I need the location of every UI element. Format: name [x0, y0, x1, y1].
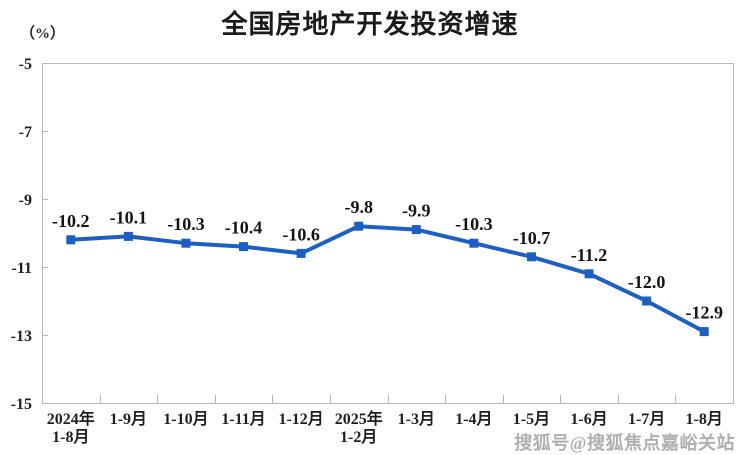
x-tick-label: 1-2月 [340, 428, 377, 446]
x-tick-label: 1-8月 [52, 428, 89, 446]
data-point-marker [181, 238, 191, 248]
data-point-marker [699, 327, 709, 337]
data-point-label: -9.9 [402, 201, 431, 221]
data-point-marker [411, 225, 421, 235]
y-tick-label: -13 [11, 328, 32, 345]
data-point-label: -12.9 [685, 303, 723, 323]
plot-border [41, 62, 735, 405]
chart-title: 全国房地产开发投资增速 [221, 9, 519, 39]
trend-line [68, 224, 707, 334]
x-tick-label: 1-7月 [628, 410, 665, 428]
y-tick-label: -5 [19, 56, 32, 73]
data-point-label: -10.2 [52, 211, 90, 231]
x-tick-label: 1-5月 [513, 410, 550, 428]
x-tick-label: 1-6月 [570, 410, 607, 428]
x-tick-label: 2025年 [335, 409, 383, 428]
x-tick-label: 1-9月 [110, 410, 147, 428]
watermark: 搜狐号@搜狐焦点嘉峪关站 [514, 433, 735, 453]
data-point-marker [642, 296, 652, 306]
data-point-label: -10.7 [513, 228, 551, 248]
y-axis-unit-label: （%） [20, 26, 66, 42]
data-point-label: -11.2 [571, 245, 608, 265]
data-point-marker [584, 269, 594, 279]
data-point-marker [469, 238, 479, 248]
data-point-label: -10.4 [225, 218, 263, 238]
data-point-label: -10.6 [282, 224, 320, 244]
x-tick-label: 1-3月 [398, 410, 435, 428]
x-tick-label: 1-10月 [163, 410, 208, 428]
data-point-marker [66, 235, 76, 245]
x-tick-label: 1-11月 [221, 410, 265, 428]
x-tick-label: 1-8月 [686, 410, 723, 428]
x-tick-label: 1-4月 [455, 410, 492, 428]
y-tick-label: -15 [11, 396, 32, 413]
data-point-marker [239, 242, 249, 252]
data-point-marker [123, 231, 133, 241]
data-point-label: -10.3 [167, 214, 205, 234]
x-tick-label: 2024年 [47, 409, 95, 428]
data-point-marker [296, 248, 306, 258]
data-point-label: -9.8 [344, 197, 373, 217]
y-tick-label: -7 [19, 124, 32, 141]
data-point-marker [526, 252, 536, 262]
data-point-marker [354, 221, 364, 231]
data-point-label: -10.3 [455, 214, 493, 234]
x-tick-label: 1-12月 [278, 410, 323, 428]
y-tick-label: -9 [19, 192, 32, 209]
data-point-label: -12.0 [628, 272, 666, 292]
data-point-label: -10.1 [110, 207, 148, 227]
y-tick-label: -11 [12, 260, 32, 277]
